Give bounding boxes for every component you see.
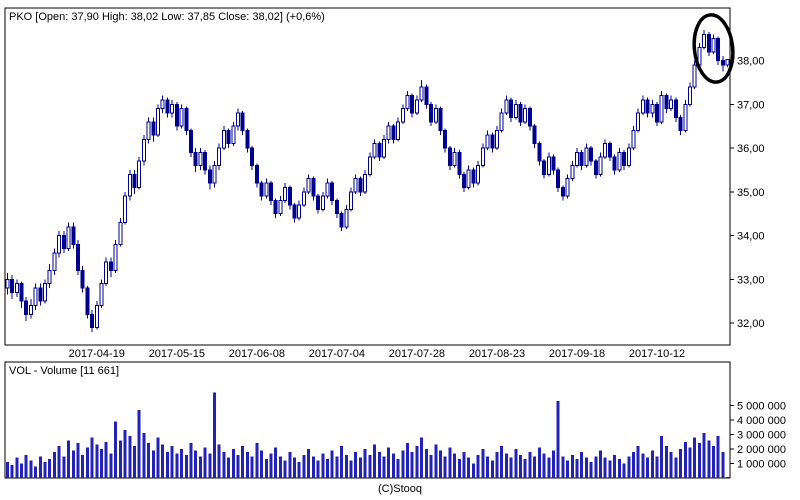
svg-text:2017-05-15: 2017-05-15 [149, 348, 205, 360]
svg-text:34,00: 34,00 [737, 231, 765, 243]
svg-text:35,00: 35,00 [737, 187, 765, 199]
copyright-label: (C)Stooq [377, 483, 423, 495]
svg-text:2017-07-28: 2017-07-28 [389, 348, 445, 360]
svg-text:36,00: 36,00 [737, 143, 765, 155]
svg-text:5 000 000: 5 000 000 [737, 401, 786, 413]
svg-text:2017-08-23: 2017-08-23 [469, 348, 525, 360]
svg-text:4 000 000: 4 000 000 [737, 415, 786, 427]
svg-text:2017-04-19: 2017-04-19 [69, 348, 125, 360]
svg-text:32,00: 32,00 [737, 318, 765, 330]
svg-text:2017-10-12: 2017-10-12 [629, 348, 685, 360]
svg-text:2017-09-18: 2017-09-18 [549, 348, 605, 360]
volume-chart-title: VOL - Volume [11 661] [9, 365, 120, 377]
highlight-ellipse [692, 13, 735, 84]
svg-text:2017-07-04: 2017-07-04 [309, 348, 365, 360]
svg-text:2017-06-08: 2017-06-08 [229, 348, 285, 360]
svg-text:2 000 000: 2 000 000 [737, 444, 786, 456]
svg-text:1 000 000: 1 000 000 [737, 459, 786, 471]
svg-text:3 000 000: 3 000 000 [737, 430, 786, 442]
svg-text:33,00: 33,00 [737, 274, 765, 286]
svg-text:38,00: 38,00 [737, 56, 765, 68]
price-chart-title: PKO [Open: 37,90 High: 38,02 Low: 37,85 … [9, 11, 325, 23]
svg-text:37,00: 37,00 [737, 99, 765, 111]
